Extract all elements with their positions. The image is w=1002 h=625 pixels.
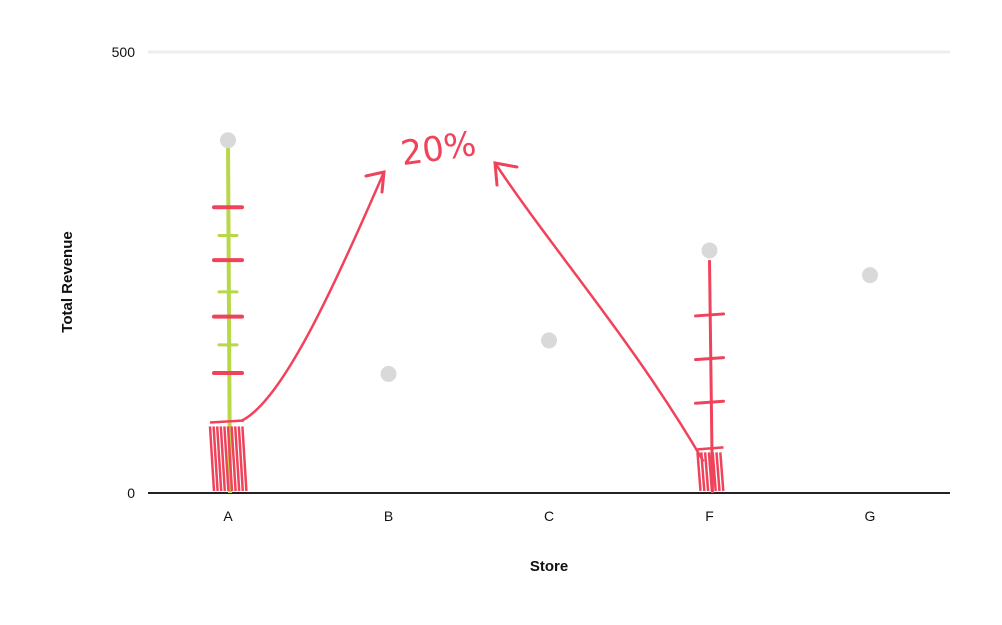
highlight-marks [208, 140, 725, 494]
x-tick-label: C [544, 508, 554, 524]
tick-mark-f [694, 312, 725, 318]
data-point [220, 132, 236, 149]
x-tick-label: B [384, 508, 393, 524]
y-axis-title: Total Revenue [59, 231, 76, 332]
tick-mark-f [694, 356, 725, 362]
data-point [541, 332, 557, 349]
data-point [862, 267, 878, 284]
arrowhead-a [364, 170, 386, 194]
arrowhead-f [493, 161, 519, 187]
annotation-text: 20% [398, 124, 478, 174]
data-point [701, 242, 718, 259]
x-tick-label: F [705, 508, 714, 524]
annotation: 20% [241, 124, 705, 463]
y-tick-label: 500 [112, 44, 136, 60]
scribble-block-f [696, 446, 725, 492]
x-axis-title: Store [530, 558, 568, 575]
y-tick-label: 0 [127, 485, 135, 501]
arrow-from-a [241, 171, 386, 422]
x-tick-label: A [223, 508, 233, 524]
tick-mark-f [694, 399, 725, 405]
data-point [380, 365, 397, 382]
tick-labels: 0 500 A B C F G [112, 44, 876, 524]
x-tick-label: G [865, 508, 876, 524]
scribble-block-a [208, 419, 248, 492]
data-points [220, 132, 878, 382]
arrow-from-f [493, 162, 705, 463]
